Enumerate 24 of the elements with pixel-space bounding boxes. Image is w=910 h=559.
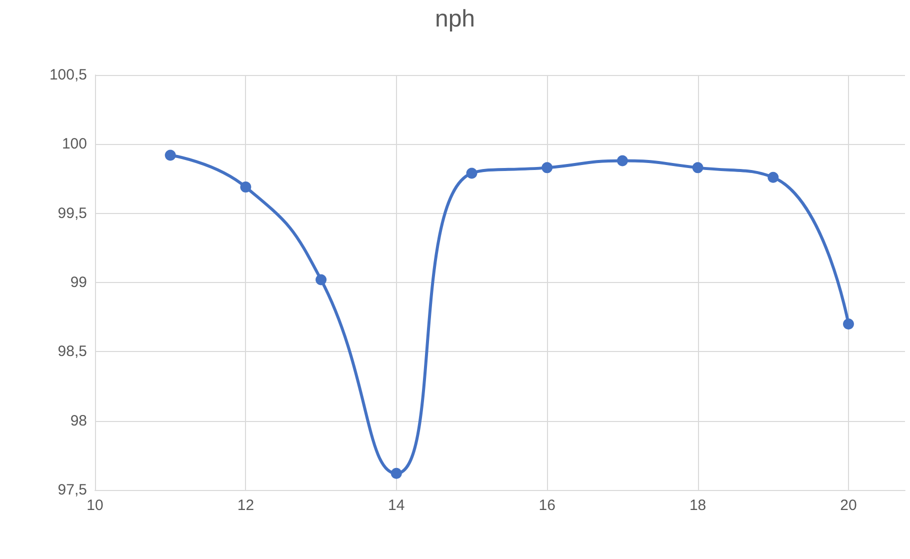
point — [768, 172, 779, 183]
x-tick-label: 18 — [689, 497, 706, 514]
y-tick-label: 98 — [70, 412, 87, 430]
point — [616, 155, 628, 166]
x-tick-label: 12 — [237, 497, 254, 514]
point — [466, 168, 478, 179]
y-tick-label: 100 — [62, 136, 87, 153]
y-tick-label: 97,5 — [58, 482, 87, 498]
x-tick-label: 16 — [538, 497, 556, 514]
x-tick-label: 20 — [840, 497, 857, 514]
point — [316, 274, 327, 286]
x-tick-label: 14 — [388, 497, 405, 514]
point — [692, 162, 704, 174]
y-tick-label: 100,5 — [49, 66, 87, 84]
point — [843, 318, 854, 330]
y-tick-label: 98,5 — [58, 343, 87, 360]
y-tick-label: 99,5 — [58, 204, 87, 222]
point — [164, 150, 176, 161]
chart-title: nph — [434, 6, 476, 32]
y-tick-label: 99 — [70, 274, 87, 291]
x-tick-label: 10 — [86, 497, 104, 514]
point — [390, 468, 402, 479]
point — [240, 182, 252, 193]
point — [542, 162, 553, 174]
